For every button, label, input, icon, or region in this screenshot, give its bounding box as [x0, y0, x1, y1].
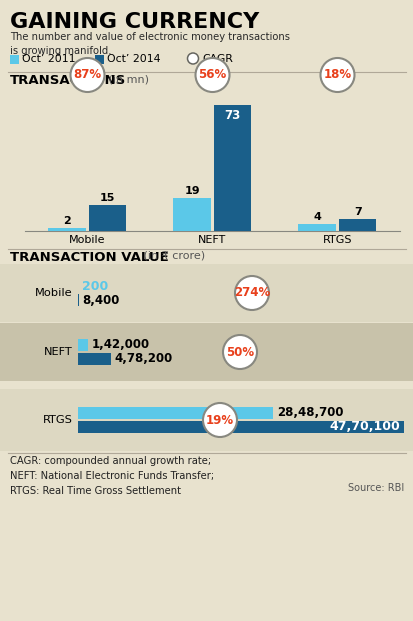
- Text: CAGR: compounded annual growth rate;
NEFT: National Electronic Funds Transfer;
R: CAGR: compounded annual growth rate; NEF…: [10, 456, 214, 496]
- FancyBboxPatch shape: [95, 55, 104, 64]
- FancyBboxPatch shape: [338, 219, 375, 231]
- Text: 7: 7: [353, 207, 361, 217]
- Circle shape: [202, 403, 236, 437]
- Circle shape: [195, 58, 229, 92]
- Circle shape: [187, 53, 198, 64]
- Text: Source: RBI: Source: RBI: [347, 483, 403, 493]
- Text: (in mn): (in mn): [105, 74, 149, 84]
- FancyBboxPatch shape: [0, 323, 413, 381]
- Text: 50%: 50%: [225, 345, 254, 358]
- Circle shape: [70, 58, 104, 92]
- Text: 274%: 274%: [233, 286, 269, 299]
- Text: GAINING CURRENCY: GAINING CURRENCY: [10, 12, 259, 32]
- Text: TRANSACTIONS: TRANSACTIONS: [10, 74, 126, 87]
- FancyBboxPatch shape: [89, 205, 126, 231]
- FancyBboxPatch shape: [0, 264, 413, 322]
- FancyBboxPatch shape: [78, 353, 110, 365]
- FancyBboxPatch shape: [78, 421, 403, 433]
- Text: 47,70,100: 47,70,100: [328, 420, 399, 433]
- Text: 15: 15: [100, 193, 115, 203]
- Text: NEFT: NEFT: [44, 347, 73, 357]
- FancyBboxPatch shape: [214, 105, 251, 231]
- Text: 1,42,000: 1,42,000: [92, 338, 150, 351]
- Text: RTGS: RTGS: [322, 235, 351, 245]
- Text: CAGR: CAGR: [202, 53, 232, 63]
- Text: Mobile: Mobile: [69, 235, 105, 245]
- Text: 87%: 87%: [73, 68, 101, 81]
- Text: Oct’ 2014: Oct’ 2014: [107, 53, 160, 63]
- Text: 73: 73: [224, 109, 240, 122]
- Text: The number and value of electronic money transactions
is growing manifold.: The number and value of electronic money…: [10, 32, 289, 56]
- FancyBboxPatch shape: [78, 407, 272, 419]
- Text: 4: 4: [313, 212, 320, 222]
- Text: 28,48,700: 28,48,700: [276, 407, 342, 420]
- Text: TRANSACTION VALUE: TRANSACTION VALUE: [10, 251, 169, 264]
- Text: 200: 200: [82, 279, 108, 292]
- FancyBboxPatch shape: [10, 55, 19, 64]
- Text: RTGS: RTGS: [43, 415, 73, 425]
- Text: 2: 2: [63, 215, 71, 225]
- Circle shape: [223, 335, 256, 369]
- FancyBboxPatch shape: [0, 389, 413, 451]
- Text: 4,78,200: 4,78,200: [114, 353, 173, 366]
- Text: 56%: 56%: [198, 68, 226, 81]
- Text: 19%: 19%: [205, 414, 233, 427]
- Text: (in ₹ crore): (in ₹ crore): [140, 251, 204, 261]
- Text: Mobile: Mobile: [35, 288, 73, 298]
- FancyBboxPatch shape: [298, 224, 335, 231]
- Text: 18%: 18%: [323, 68, 351, 81]
- Text: 8,400: 8,400: [82, 294, 120, 307]
- FancyBboxPatch shape: [48, 227, 86, 231]
- Circle shape: [320, 58, 354, 92]
- Text: 19: 19: [184, 186, 199, 196]
- FancyBboxPatch shape: [78, 339, 88, 351]
- Circle shape: [235, 276, 268, 310]
- Text: Oct’ 2011: Oct’ 2011: [22, 53, 75, 63]
- FancyBboxPatch shape: [173, 198, 211, 231]
- Text: NEFT: NEFT: [198, 235, 226, 245]
